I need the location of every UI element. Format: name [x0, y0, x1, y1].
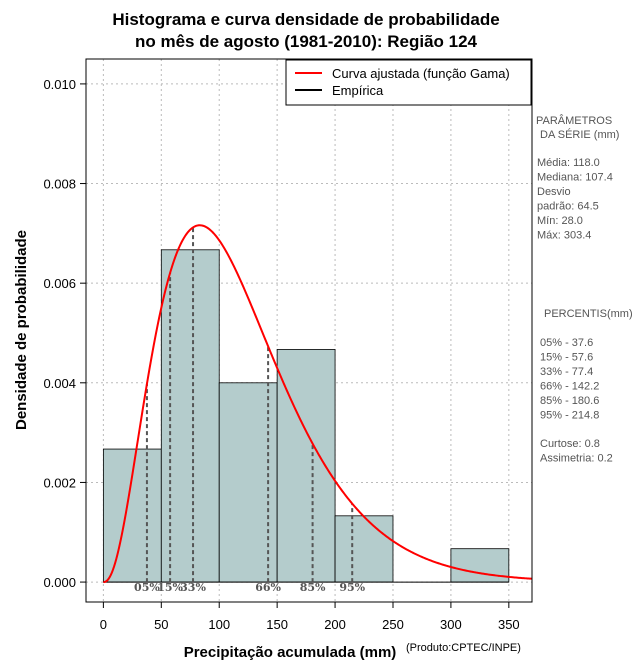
- chart-title-line2: no mês de agosto (1981-2010): Região 124: [135, 32, 478, 51]
- percentis-line-1: 15% - 57.6: [540, 352, 593, 364]
- histogram-bar-6: [450, 548, 510, 583]
- params-line-2: Desvio: [537, 186, 571, 198]
- y-axis: 0.000 0.002 0.004 0.006 0.008 0.010: [43, 77, 86, 590]
- params-line-4: Mín: 28.0: [537, 215, 583, 227]
- stats-line-0: Curtose: 0.8: [540, 438, 600, 450]
- x-tick-label-1: 50: [154, 617, 168, 632]
- x-tick-label-2: 100: [208, 617, 230, 632]
- legend-label-empirical: Empírica: [332, 83, 384, 98]
- percentile-label-15%: 15%: [157, 581, 183, 594]
- y-tick-label-0: 0.000: [43, 575, 76, 590]
- params-line-1: Mediana: 107.4: [537, 172, 613, 184]
- y-tick-label-1: 0.002: [43, 475, 76, 490]
- percentis-lines: 05% - 37.6 15% - 57.6 33% - 77.4 66% - 142.…: [540, 337, 599, 422]
- params-line-5: Máx: 303.4: [537, 230, 591, 242]
- percentile-label-66%: 66%: [255, 581, 281, 594]
- params-line-3: padrão: 64.5: [537, 201, 599, 213]
- percentile-label-95%: 95%: [339, 581, 365, 594]
- percentis-line-0: 05% - 37.6: [540, 337, 593, 349]
- x-axis: 0 50 100 150 200 250 300 350: [100, 601, 520, 632]
- x-tick-label-0: 0: [100, 617, 107, 632]
- gamma-curve: [103, 224, 533, 584]
- percentile-label-33%: 33%: [180, 581, 206, 594]
- x-tick-label-4: 200: [324, 617, 346, 632]
- y-tick-label-2: 0.004: [43, 376, 76, 391]
- x-tick-label-7: 350: [498, 617, 520, 632]
- x-tick-label-3: 150: [266, 617, 288, 632]
- legend-label-curve: Curva ajustada (função Gama): [332, 66, 510, 81]
- x-tick-label-6: 300: [440, 617, 462, 632]
- percentile-label-05%: 05%: [134, 581, 160, 594]
- histogram-bars: [102, 249, 510, 583]
- percentis-line-2: 33% - 77.4: [540, 366, 593, 378]
- chart-title-line1: Histograma e curva densidade de probabil…: [112, 10, 499, 29]
- percentis-header: PERCENTIS(mm): [544, 308, 633, 320]
- params-header-2: DA SÉRIE (mm): [540, 128, 619, 141]
- percentile-labels: 05%15%33% 66% 85% 95%: [134, 581, 366, 594]
- series-parameters-panel: PARÂMETROS DA SÉRIE (mm) Média: 118.0 Med…: [536, 114, 633, 465]
- percentile-label-85%: 85%: [300, 581, 326, 594]
- stats-line-1: Assimetria: 0.2: [540, 453, 613, 465]
- x-tick-label-5: 250: [382, 617, 404, 632]
- legend: Curva ajustada (função Gama) Empírica: [285, 59, 532, 106]
- stats-lines: Curtose: 0.8 Assimetria: 0.2: [540, 438, 613, 465]
- percentile-lines: [145, 227, 354, 583]
- product-credit: (Produto:CPTEC/INPE): [406, 642, 521, 654]
- y-tick-label-4: 0.008: [43, 177, 76, 192]
- x-axis-label: Precipitação acumulada (mm): [184, 644, 397, 660]
- params-line-0: Média: 118.0: [537, 157, 600, 169]
- percentis-line-5: 95% - 214.8: [540, 410, 599, 422]
- params-lines: Média: 118.0 Mediana: 107.4 Desvio padrão: …: [537, 157, 613, 242]
- histogram-bar-4: [334, 515, 394, 583]
- percentis-line-3: 66% - 142.2: [540, 381, 599, 393]
- y-axis-label: Densidade de probabilidade: [13, 230, 30, 430]
- y-tick-label-3: 0.006: [43, 276, 76, 291]
- y-tick-label-5: 0.010: [43, 77, 76, 92]
- legend-box: [285, 59, 532, 106]
- percentis-line-4: 85% - 180.6: [540, 395, 599, 407]
- params-header-1: PARÂMETROS: [536, 114, 612, 127]
